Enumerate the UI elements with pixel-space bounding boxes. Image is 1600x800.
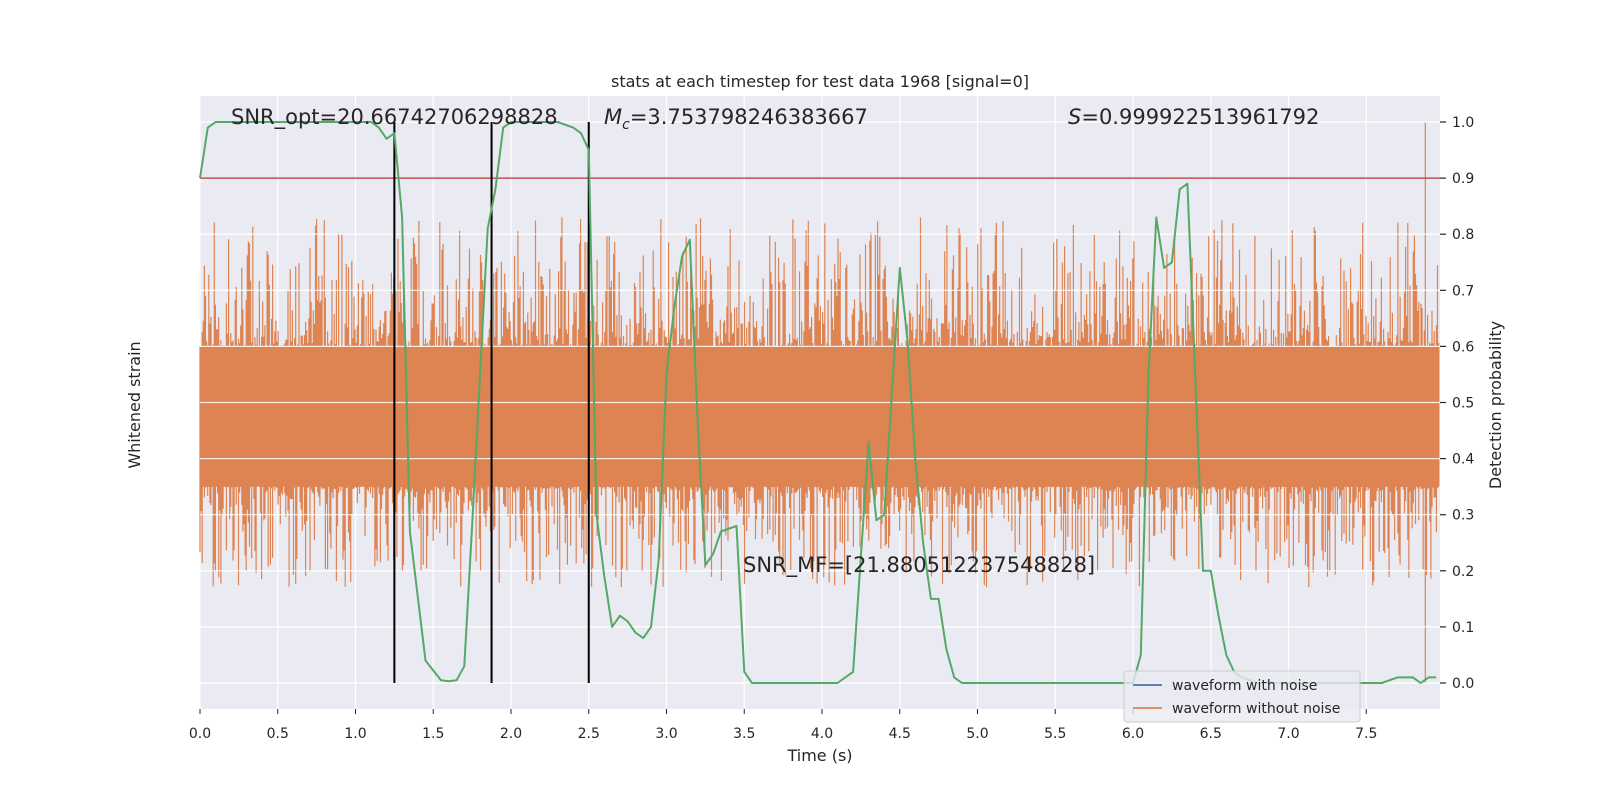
- legend: waveform with noise waveform without noi…: [1123, 670, 1361, 723]
- x-tick-label: 6.5: [1200, 726, 1222, 742]
- x-axis-label: Time (s): [786, 746, 852, 765]
- x-tick-label: 7.0: [1277, 726, 1299, 742]
- y-right-tick-label: 0.0: [1452, 676, 1474, 692]
- y-axis-label-left: Whitened strain: [125, 341, 144, 468]
- x-tick-label: 7.5: [1355, 726, 1377, 742]
- y-right-tick-label: 0.7: [1452, 283, 1474, 299]
- x-tick-label: 1.0: [344, 726, 366, 742]
- y-right-tick-label: 0.9: [1452, 171, 1474, 187]
- y-axis-label-right: Detection probability: [1486, 321, 1505, 489]
- chirp-mass-symbol: M: [604, 105, 622, 129]
- x-tick-label: 6.0: [1122, 726, 1144, 742]
- y-right-tick-label: 0.3: [1452, 508, 1474, 524]
- annotation-chirp-mass: Mc=3.753798246383667: [604, 105, 868, 133]
- y-right-tick-label: 0.6: [1452, 339, 1474, 355]
- x-tick-label: 1.5: [422, 726, 444, 742]
- annotation-s: S=0.999922513961792: [1068, 105, 1319, 129]
- legend-box: [1123, 670, 1361, 723]
- x-tick-label: 5.0: [966, 726, 988, 742]
- y-right-tick-label: 0.4: [1452, 452, 1474, 468]
- chirp-mass-subscript: c: [622, 117, 630, 133]
- legend-label-with-noise: waveform with noise: [1172, 678, 1317, 694]
- y-right-tick-label: 0.8: [1452, 227, 1474, 243]
- reference-lines: [200, 122, 1440, 683]
- annotation-snr-mf: SNR_MF=[21.880512237548828]: [743, 553, 1095, 578]
- y-right-tick-label: 1.0: [1452, 115, 1474, 131]
- x-tick-label: 3.5: [733, 726, 755, 742]
- axes: 0.0 0.5 1.0 1.5 2.0 2.5 3.0 3.5 4.0 4.5 5.0 5.5 6.0 6…: [189, 115, 1474, 742]
- x-tick-label: 0.5: [267, 726, 289, 742]
- x-tick-label: 2.0: [500, 726, 522, 742]
- y-right-tick-label: 0.1: [1452, 620, 1474, 636]
- annotation-snr-opt: SNR_opt=20.66742706298828: [231, 105, 558, 130]
- x-tick-label: 4.0: [811, 726, 833, 742]
- chirp-mass-value: =3.753798246383667: [630, 105, 868, 129]
- s-symbol: S: [1068, 105, 1081, 129]
- x-tick-label: 2.5: [578, 726, 600, 742]
- x-tick-label: 0.0: [189, 726, 211, 742]
- x-tick-label: 5.5: [1044, 726, 1066, 742]
- y-right-tick-label: 0.2: [1452, 564, 1474, 580]
- s-value: =0.999922513961792: [1081, 105, 1319, 129]
- detection-probability-series: [199, 121, 1437, 684]
- x-tick-label: 4.5: [889, 726, 911, 742]
- legend-label-without-noise: waveform without noise: [1172, 701, 1340, 717]
- chart-title: stats at each timestep for test data 196…: [611, 72, 1029, 91]
- detection-probability-line: [199, 121, 1437, 684]
- x-tick-label: 3.0: [655, 726, 677, 742]
- y-right-tick-label: 0.5: [1452, 396, 1474, 412]
